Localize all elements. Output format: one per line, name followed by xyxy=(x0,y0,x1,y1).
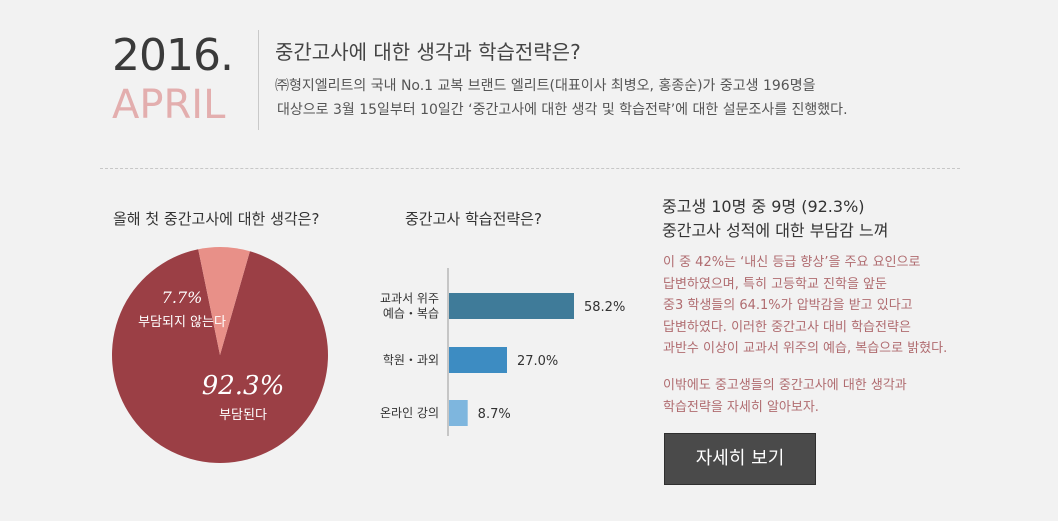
pie-chart-title: 올해 첫 중간고사에 대한 생각은? xyxy=(113,210,320,228)
summary-body-line: 이 중 42%는 ‘내신 등급 향상’을 주요 요인으로 xyxy=(663,255,921,270)
pie-slice xyxy=(112,249,329,463)
bar-value-label: 8.7% xyxy=(478,407,511,422)
bar xyxy=(449,400,468,426)
category-label: 학원・과외 xyxy=(383,353,439,367)
pie-slice-value-label: 92.3% xyxy=(202,371,285,401)
category-label: 교과서 위주 xyxy=(380,292,439,306)
category-label: 온라인 강의 xyxy=(380,406,439,420)
pie-slice-label: 부담되지 않는다 xyxy=(138,315,226,330)
article-intro: ㈜형지엘리트의 국내 No.1 교복 브랜드 엘리트(대표이사 최병오, 홍종순… xyxy=(275,74,955,122)
header-divider xyxy=(258,30,259,130)
pie-slice-label: 부담된다 xyxy=(219,408,267,423)
summary-body-line: 이밖에도 중고생들의 중간고사에 대한 생각과 xyxy=(663,378,907,393)
section-divider xyxy=(100,168,960,169)
summary-body-line: 과반수 이상이 교과서 위주의 예습, 복습으로 밝혔다. xyxy=(663,341,948,356)
pie-slice-value-label: 7.7% xyxy=(162,288,203,307)
bar xyxy=(449,347,507,373)
summary-body-line: 답변하였으며, 특히 고등학교 진학을 앞둔 xyxy=(663,276,887,292)
category-label: 예습・복습 xyxy=(383,307,439,321)
bar-chart-title: 중간고사 학습전략은? xyxy=(405,210,542,228)
intro-line: ㈜형지엘리트의 국내 No.1 교복 브랜드 엘리트(대표이사 최병오, 홍종순… xyxy=(275,78,816,94)
article-headline: 중간고사에 대한 생각과 학습전략은? xyxy=(275,40,581,64)
summary-body: 이 중 42%는 ‘내신 등급 향상’을 주요 요인으로 답변하였으며, 특히 … xyxy=(663,252,963,360)
bar-value-label: 58.2% xyxy=(584,300,625,315)
intro-line: 대상으로 3월 15일부터 10일간 ‘중간고사에 대한 생각 및 학습전략’에… xyxy=(277,102,848,118)
bar-value-label: 27.0% xyxy=(517,354,558,369)
summary-body-line: 중3 학생들의 64.1%가 압박감을 받고 있다고 xyxy=(663,298,913,313)
summary-body-extra: 이밖에도 중고생들의 중간고사에 대한 생각과 학습전략을 자세히 알아보자. xyxy=(663,375,963,418)
month-label: APRIL xyxy=(112,82,226,128)
summary-title-line: 중간고사 성적에 대한 부담감 느껴 xyxy=(662,221,889,240)
summary-body-line: 학습전략을 자세히 알아보자. xyxy=(663,399,819,415)
view-details-button[interactable]: 자세히 보기 xyxy=(664,433,816,485)
bar xyxy=(449,293,574,319)
summary-body-line: 답변하였다. 이러한 중간고사 대비 학습전략은 xyxy=(663,319,911,335)
year-label: 2016. xyxy=(112,30,234,81)
summary-title-line: 중고생 10명 중 9명 (92.3%) xyxy=(662,197,865,216)
summary-title: 중고생 10명 중 9명 (92.3%) 중간고사 성적에 대한 부담감 느껴 xyxy=(662,195,888,243)
pie-slice xyxy=(198,247,250,355)
